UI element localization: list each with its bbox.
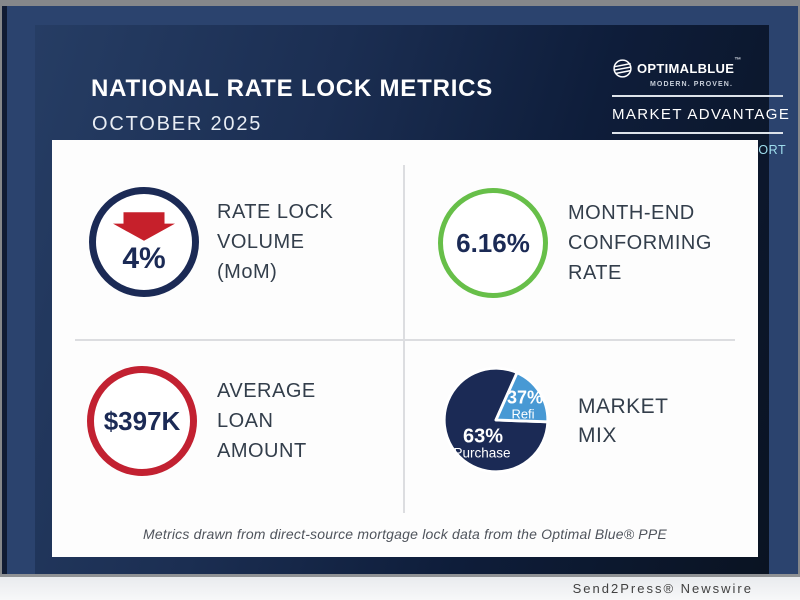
infographic-slide: NATIONAL RATE LOCK METRICS OCTOBER 2025 (2, 6, 798, 574)
optimal-blue-globe-icon (612, 58, 633, 79)
brand-logo-text: OPTIMALBLUE™ (637, 57, 742, 76)
purchase-slice-label: Purchase (453, 445, 511, 461)
rate-lock-volume-ring: 4% (89, 187, 199, 297)
average-loan-value: $397K (103, 405, 181, 436)
average-loan-ring: $397K (87, 366, 197, 476)
brand-tagline: MODERN. PROVEN. (649, 81, 733, 88)
conforming-rate-label: MONTH-END CONFORMING RATE (568, 202, 712, 284)
brand-divider-bottom (612, 132, 783, 134)
newswire-credit: Send2Press® Newswire (572, 581, 753, 596)
rate-lock-volume-label: RATE LOCK VOLUME (MoM) (217, 201, 334, 283)
average-loan-label: AVERAGE LOAN AMOUNT (217, 380, 316, 462)
page-title: NATIONAL RATE LOCK METRICS (91, 75, 494, 102)
report-month: OCTOBER 2025 (92, 113, 263, 135)
brand-logo-row: OPTIMALBLUE™ (612, 57, 783, 79)
horizontal-divider (75, 339, 735, 341)
purchase-slice-value: 63% (462, 425, 504, 448)
pie-svg (442, 366, 550, 474)
refi-slice-label: Refi (511, 406, 535, 422)
market-mix-label: MARKET MIX (578, 395, 669, 447)
conforming-rate-ring: 6.16% (438, 188, 548, 298)
conforming-rate-value: 6.16% (456, 227, 530, 258)
trademark-symbol: ™ (734, 57, 742, 64)
market-mix-pie-chart: 37% Refi 63% Purchase (439, 363, 553, 477)
pie-slice-purchase (442, 366, 550, 474)
pie-slice-refi (494, 371, 550, 424)
rate-lock-volume-value: 4% (122, 242, 166, 275)
refi-slice-value: 37% (506, 387, 544, 408)
brand-divider-top (612, 95, 783, 97)
program-name: MARKET ADVANTAGE (612, 106, 791, 123)
source-note: Metrics drawn from direct-source mortgag… (143, 526, 667, 542)
metrics-card: 4% RATE LOCK VOLUME (MoM) 6.16% MONTH-EN… (52, 140, 758, 557)
newswire-strip: Send2Press® Newswire (0, 574, 800, 600)
down-arrow-icon (113, 212, 175, 241)
